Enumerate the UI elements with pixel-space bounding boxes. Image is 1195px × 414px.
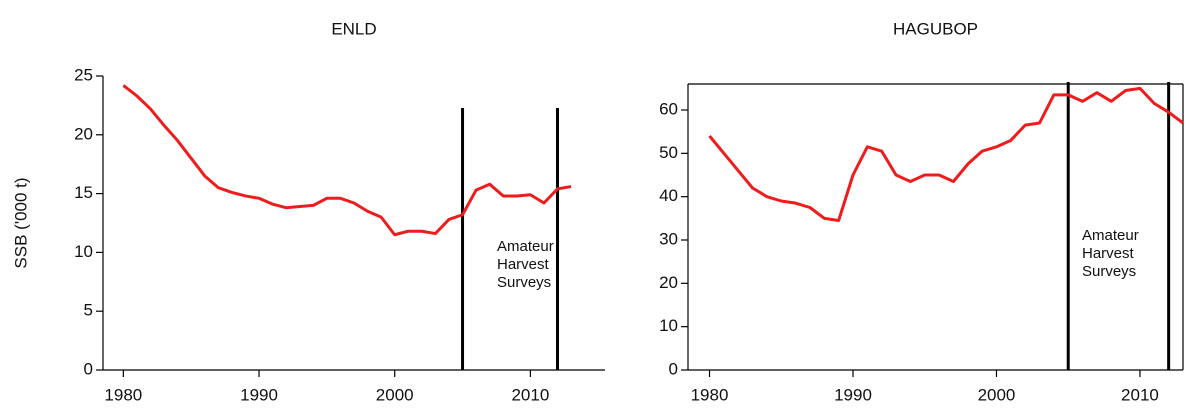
x-tick-label: 1980 xyxy=(104,385,142,404)
data-line xyxy=(708,86,1184,222)
y-tick-label: 15 xyxy=(74,183,93,202)
y-tick-label: 50 xyxy=(659,143,678,162)
y-tick-label: 20 xyxy=(74,124,93,143)
annotation: Surveys xyxy=(1082,263,1136,280)
x-tick-label: 1980 xyxy=(691,385,729,404)
y-tick-label: 5 xyxy=(84,301,93,320)
chart-title: HAGUBOP xyxy=(893,19,978,38)
y-tick-label: 60 xyxy=(659,99,678,118)
annotation: Amateur xyxy=(497,238,554,255)
y-tick-label: 40 xyxy=(659,186,678,205)
x-tick-label: 2010 xyxy=(1121,385,1159,404)
y-axis-label: SSB ('000 t) xyxy=(11,177,30,268)
annotation: Harvest xyxy=(497,256,550,273)
chart-title: ENLD xyxy=(331,19,376,38)
x-tick-label: 1990 xyxy=(240,385,278,404)
data-line xyxy=(122,84,572,237)
y-tick-label: 10 xyxy=(74,242,93,261)
y-tick-label: 0 xyxy=(669,359,678,378)
y-tick-label: 30 xyxy=(659,229,678,248)
y-tick-label: 25 xyxy=(74,65,93,84)
x-tick-label: 2010 xyxy=(511,385,549,404)
x-tick-label: 2000 xyxy=(978,385,1016,404)
y-tick-label: 20 xyxy=(659,273,678,292)
x-tick-label: 2000 xyxy=(376,385,414,404)
y-tick-label: 0 xyxy=(84,359,93,378)
y-tick-label: 10 xyxy=(659,316,678,335)
annotation: Harvest xyxy=(1082,245,1135,262)
x-tick-label: 1990 xyxy=(834,385,872,404)
annotation: Amateur xyxy=(1082,227,1139,244)
annotation: Surveys xyxy=(497,274,551,291)
